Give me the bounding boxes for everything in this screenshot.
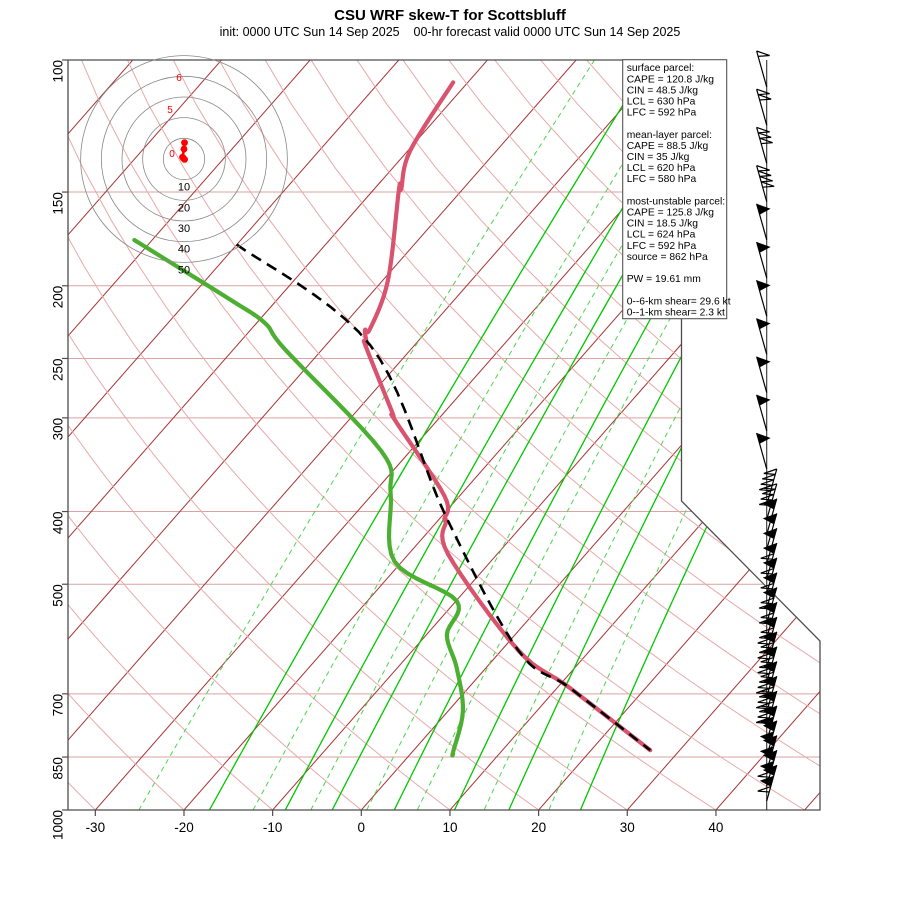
svg-text:30: 30	[178, 223, 190, 235]
svg-text:40: 40	[708, 820, 723, 835]
svg-text:5: 5	[167, 105, 173, 116]
svg-text:500: 500	[51, 584, 66, 607]
svg-text:700: 700	[51, 694, 66, 717]
svg-text:LCL = 620 hPa: LCL = 620 hPa	[627, 163, 696, 174]
svg-text:-20: -20	[174, 820, 194, 835]
svg-text:source = 862 hPa: source = 862 hPa	[627, 252, 708, 263]
svg-text:mean-layer parcel:: mean-layer parcel:	[627, 130, 712, 141]
svg-text:PW = 19.61 mm: PW = 19.61 mm	[627, 274, 701, 285]
svg-text:1000: 1000	[51, 810, 66, 840]
svg-text:0--6-km shear= 29.6 kt: 0--6-km shear= 29.6 kt	[627, 296, 731, 307]
svg-text:most-unstable parcel:: most-unstable parcel:	[627, 196, 725, 207]
svg-text:LCL = 624 hPa: LCL = 624 hPa	[627, 230, 696, 241]
svg-text:CIN = 18.5 J/kg: CIN = 18.5 J/kg	[627, 219, 699, 230]
svg-text:200: 200	[51, 286, 66, 309]
svg-text:50: 50	[178, 264, 190, 276]
svg-text:LCL = 630 hPa: LCL = 630 hPa	[627, 97, 696, 108]
svg-text:100: 100	[51, 60, 66, 83]
svg-text:300: 300	[51, 418, 66, 441]
svg-text:6: 6	[176, 73, 182, 84]
svg-text:-30: -30	[86, 820, 106, 835]
svg-text:20: 20	[178, 202, 190, 214]
svg-text:0: 0	[358, 820, 366, 835]
svg-text:LFC = 592 hPa: LFC = 592 hPa	[627, 241, 697, 252]
svg-text:LFC = 592 hPa: LFC = 592 hPa	[627, 108, 697, 119]
svg-text:CAPE = 125.8 J/kg: CAPE = 125.8 J/kg	[627, 208, 715, 219]
svg-text:20: 20	[531, 820, 546, 835]
svg-text:CIN = 48.5 J/kg: CIN = 48.5 J/kg	[627, 85, 699, 96]
svg-text:0--1-km shear= 2.3 kt: 0--1-km shear= 2.3 kt	[627, 307, 725, 318]
svg-text:400: 400	[51, 512, 66, 535]
svg-text:40: 40	[178, 244, 190, 256]
svg-text:0: 0	[169, 149, 175, 160]
svg-text:250: 250	[51, 358, 66, 381]
svg-text:150: 150	[51, 192, 66, 215]
svg-text:LFC = 580 hPa: LFC = 580 hPa	[627, 174, 697, 185]
svg-text:850: 850	[51, 757, 66, 780]
svg-text:CAPE = 120.8 J/kg: CAPE = 120.8 J/kg	[627, 74, 715, 85]
svg-text:CAPE = 88.5 J/kg: CAPE = 88.5 J/kg	[627, 141, 709, 152]
svg-text:surface parcel:: surface parcel:	[627, 63, 695, 74]
svg-text:10: 10	[442, 820, 457, 835]
svg-text:30: 30	[620, 820, 635, 835]
svg-text:CIN = 35 J/kg: CIN = 35 J/kg	[627, 152, 690, 163]
svg-text:-10: -10	[263, 820, 283, 835]
svg-text:10: 10	[178, 182, 190, 194]
